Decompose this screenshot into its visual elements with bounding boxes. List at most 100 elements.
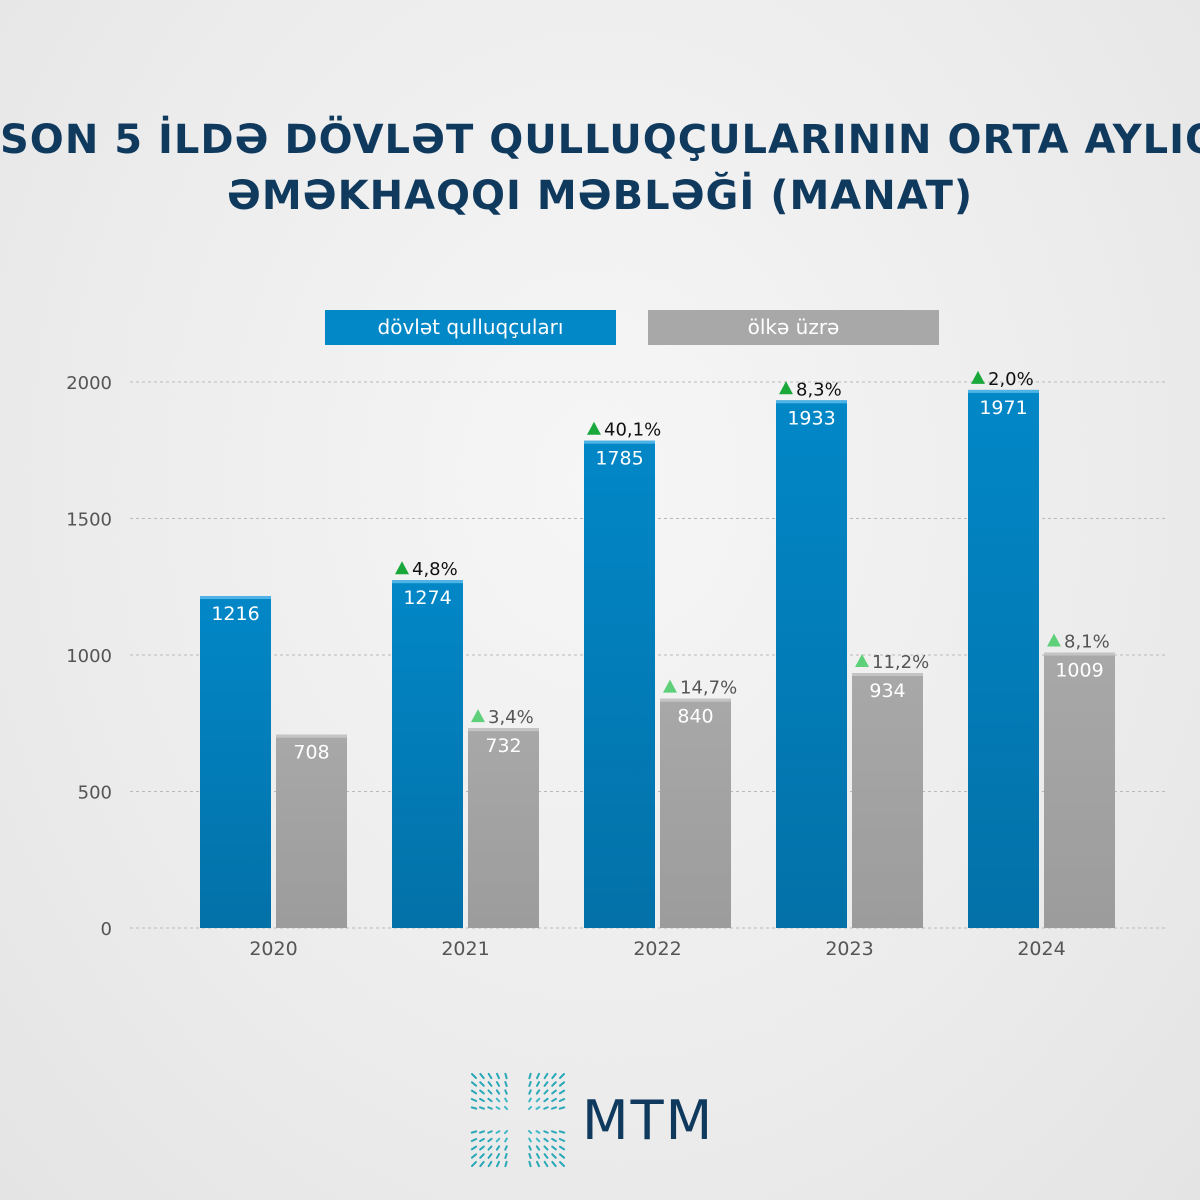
logo-stroke: [558, 1072, 566, 1080]
bar-gov-employees: [584, 440, 655, 928]
change-label: 40,1%: [604, 420, 661, 441]
logo-stroke: [543, 1106, 549, 1110]
logo-stroke: [543, 1145, 549, 1151]
up-arrow-icon: [587, 421, 601, 435]
logo-stroke: [550, 1130, 558, 1134]
change-label: 14,7%: [680, 678, 737, 699]
logo-stroke: [495, 1072, 501, 1080]
y-tick-label: 1000: [66, 646, 112, 667]
logo-stroke: [470, 1097, 478, 1103]
logo-stroke: [503, 1105, 509, 1111]
bar-gov-employees: [968, 389, 1039, 928]
x-tick-label: 2020: [249, 938, 297, 960]
logo-stroke: [543, 1153, 549, 1159]
x-tick-label: 2022: [633, 938, 681, 960]
logo-stroke: [479, 1097, 485, 1103]
logo-stroke: [487, 1106, 493, 1110]
data-label: 1933: [787, 407, 835, 429]
logo-stroke: [527, 1105, 533, 1111]
y-tick-label: 1500: [66, 510, 112, 531]
bar-country: [1044, 652, 1115, 928]
logo-stroke: [535, 1081, 541, 1087]
bar-top-highlight: [468, 728, 539, 732]
logo-stroke: [504, 1137, 508, 1143]
logo-stroke: [535, 1106, 541, 1110]
logo-stroke: [504, 1160, 508, 1168]
bar-top-highlight: [776, 400, 847, 404]
y-tick-label: 2000: [66, 373, 112, 394]
logo-stroke: [470, 1137, 478, 1143]
logo-stroke: [535, 1097, 541, 1103]
brand-name: MTM: [582, 1089, 715, 1152]
data-label: 1274: [403, 587, 451, 609]
logo-stroke: [478, 1130, 486, 1134]
logo-stroke: [478, 1106, 486, 1110]
logo-stroke: [487, 1089, 493, 1095]
logo-stroke: [479, 1072, 485, 1080]
y-tick-label: 500: [78, 783, 112, 804]
logo-stroke: [487, 1145, 493, 1151]
change-label: 3,4%: [488, 707, 534, 728]
logo-stroke: [495, 1106, 501, 1110]
logo-stroke: [551, 1089, 557, 1095]
logo-stroke: [535, 1072, 541, 1080]
chart-title-line-2: ƏMƏKHAQQI MƏBLƏĞİ (MANAT): [226, 173, 974, 219]
logo-stroke: [528, 1097, 532, 1103]
logo-stroke: [551, 1153, 557, 1159]
up-arrow-icon: [971, 370, 985, 384]
logo-stroke: [535, 1160, 541, 1168]
logo-stroke: [487, 1153, 493, 1159]
logo-stroke: [551, 1072, 557, 1080]
up-arrow-icon: [395, 561, 409, 575]
bar-chart: 0 500 1000 1500 2000 1216 708 2020 1274 4,8% 732 3,…: [66, 369, 1168, 960]
logo-stroke: [495, 1130, 501, 1134]
logo-stroke: [551, 1137, 557, 1143]
up-arrow-icon: [663, 679, 677, 693]
logo-stroke: [558, 1081, 566, 1087]
logo-stroke: [495, 1089, 501, 1095]
mtm-logo-icon: [470, 1072, 566, 1168]
logo-stroke: [528, 1089, 532, 1095]
logo-stroke: [543, 1130, 549, 1134]
logo-stroke: [495, 1137, 501, 1143]
change-label: 8,3%: [796, 379, 842, 400]
logo-stroke: [527, 1129, 533, 1135]
change-label: 2,0%: [988, 369, 1034, 390]
logo-stroke: [543, 1089, 549, 1095]
change-label: 8,1%: [1064, 632, 1110, 653]
logo-stroke: [528, 1160, 532, 1168]
data-label: 1785: [595, 448, 643, 470]
data-label: 840: [677, 706, 713, 728]
bar-top-highlight: [584, 440, 655, 444]
logo-stroke: [551, 1081, 557, 1087]
logo-stroke: [495, 1081, 501, 1087]
bar-country: [660, 698, 731, 928]
up-arrow-icon: [779, 381, 793, 395]
bar-top-highlight: [852, 673, 923, 677]
bar-top-highlight: [968, 389, 1039, 393]
x-tick-label: 2023: [825, 938, 873, 960]
bar-country: [276, 734, 347, 928]
logo-stroke: [551, 1160, 557, 1168]
logo-stroke: [528, 1145, 532, 1151]
logo-stroke: [470, 1072, 478, 1080]
logo-stroke: [558, 1089, 566, 1095]
logo-stroke: [504, 1080, 508, 1088]
logo-stroke: [495, 1145, 501, 1151]
logo-stroke: [558, 1130, 566, 1134]
bar-gov-employees: [200, 596, 271, 928]
bar-country: [852, 673, 923, 928]
logo-stroke: [479, 1145, 485, 1151]
logo-stroke: [535, 1145, 541, 1151]
bar-top-highlight: [276, 734, 347, 738]
logo-stroke: [487, 1072, 493, 1080]
logo-stroke: [470, 1081, 478, 1087]
logo-stroke: [479, 1153, 485, 1159]
logo-stroke: [558, 1097, 566, 1103]
logo-stroke: [504, 1152, 508, 1160]
x-tick-label: 2024: [1017, 938, 1065, 960]
data-label: 732: [485, 735, 521, 757]
change-label: 4,8%: [412, 559, 458, 580]
logo-stroke: [487, 1130, 493, 1134]
legend-country: ölkə üzrə: [648, 310, 939, 345]
